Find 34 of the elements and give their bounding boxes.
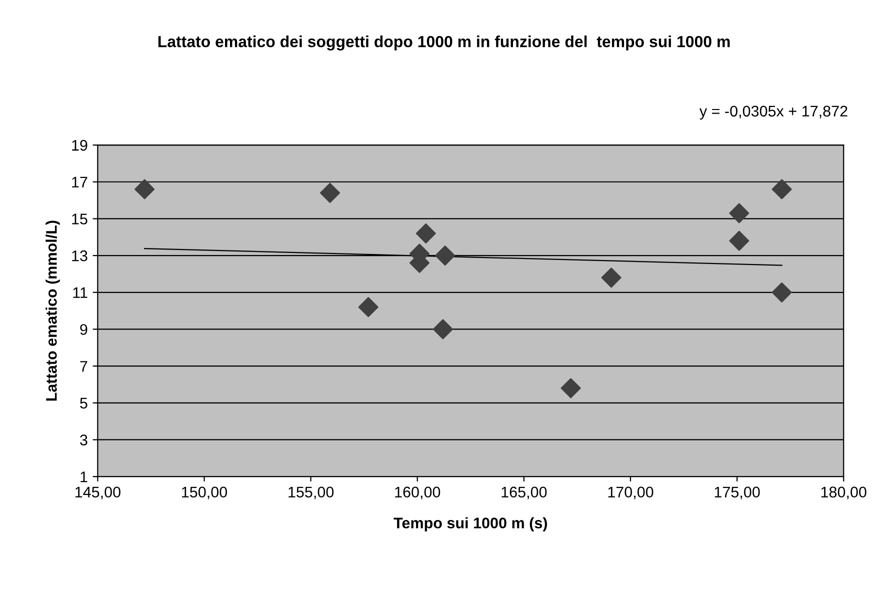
point (560, 378, 581, 398)
chart-title: Lattato ematico dei soggetti dopo 1000 m in funzione del tempo sui 1000 m (158, 36, 730, 50)
y-tick-label: 3 (80, 434, 88, 446)
y-tick-label: 11 (73, 287, 88, 298)
y-tick-label: 1 (80, 472, 88, 482)
x-tick-label: 165,00 (502, 486, 547, 500)
y-tick-label: 19 (72, 140, 88, 151)
x-axis-title: Tempo sui 1000 m (s) (394, 517, 548, 532)
point (729, 230, 750, 251)
x-tick-label: 150,00 (182, 486, 228, 500)
point (432, 319, 453, 340)
x-tick-label: 175,00 (714, 486, 760, 500)
x-tick-label: 180,00 (821, 486, 866, 500)
point (729, 203, 750, 224)
point (134, 179, 155, 200)
point (601, 268, 622, 288)
y-tick-label: 13 (72, 250, 88, 262)
x-tick-label: 155,00 (288, 486, 334, 500)
x-tick-label: 160,00 (395, 486, 440, 500)
y-tick-label: 7 (80, 361, 88, 372)
y-axis-title: Lattato ematico (mmol/L) (46, 220, 60, 401)
point (416, 223, 436, 244)
point (358, 297, 378, 318)
y-tick-label: 15 (72, 214, 88, 224)
y-tick-label: 5 (80, 398, 88, 409)
point (772, 179, 792, 200)
text: y = -0,0305x + 17,872 (699, 106, 848, 120)
x-tick-label: 170,00 (608, 486, 654, 500)
point (320, 182, 340, 203)
y-tick-label: 17 (72, 176, 88, 188)
y-tick-label: 9 (80, 324, 88, 335)
point (435, 246, 456, 266)
x-tick-label: 145,00 (75, 486, 120, 500)
point (772, 282, 792, 302)
